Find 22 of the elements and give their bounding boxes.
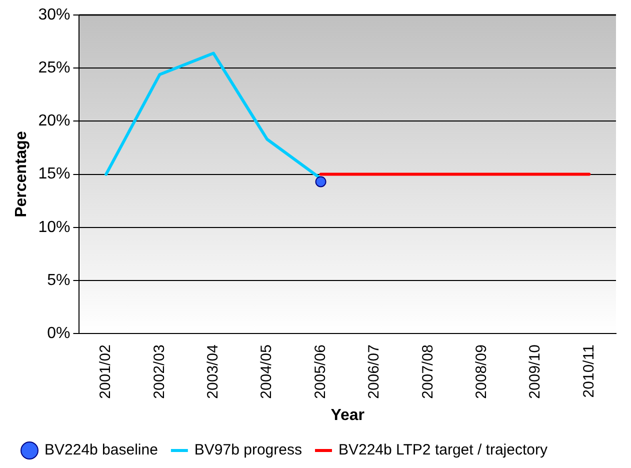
x-tick-label: 2001/02 — [97, 344, 114, 399]
y-tick-label: 25% — [38, 60, 70, 77]
x-tick-label: 2008/09 — [472, 344, 490, 399]
y-tick-label: 5% — [47, 272, 70, 289]
y-tick-label: 0% — [47, 324, 70, 342]
y-axis-title: Percentage — [13, 131, 30, 218]
y-tick-label: 20% — [38, 112, 70, 130]
x-tick-label: 2003/04 — [204, 344, 222, 399]
y-tick-label: 15% — [38, 166, 70, 183]
x-tick-label: 2002/03 — [150, 344, 168, 399]
y-tick-label: 30% — [38, 6, 70, 24]
x-tick-label: 2005/06 — [312, 344, 329, 399]
legend-label: BV97b progress — [194, 442, 302, 459]
x-tick-label: 2009/10 — [526, 344, 544, 399]
x-tick-label: 2004/05 — [258, 344, 276, 399]
x-tick-label: 2010/11 — [580, 344, 598, 398]
y-tick-label: 10% — [38, 218, 70, 236]
x-tick-label: 2006/07 — [366, 344, 383, 399]
x-tick-label: 2007/08 — [419, 344, 436, 399]
x-axis-title: Year — [330, 406, 365, 424]
legend-label: BV224b LTP2 target / trajectory — [338, 442, 548, 459]
legend-label: BV224b baseline — [44, 442, 158, 459]
